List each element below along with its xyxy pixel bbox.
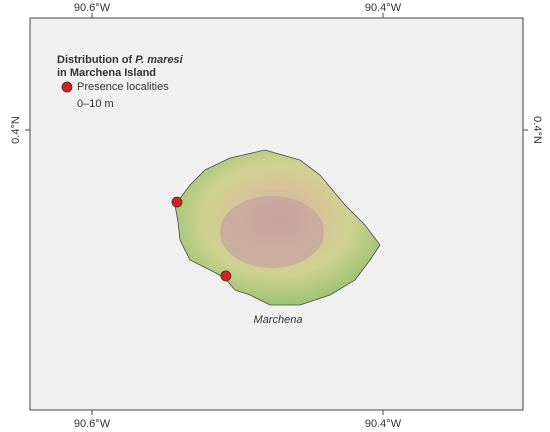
legend-label: Presence localities bbox=[77, 81, 169, 93]
island-label: Marchena bbox=[254, 314, 303, 326]
legend-swatch bbox=[62, 82, 72, 92]
summit-area bbox=[220, 196, 324, 268]
presence-point bbox=[172, 197, 182, 207]
lat-tick-label: 0.4°N bbox=[10, 116, 22, 144]
lon-tick-label: 90.6°W bbox=[74, 2, 111, 14]
presence-point bbox=[221, 271, 231, 281]
legend-note: 0–10 m bbox=[77, 98, 114, 110]
lat-tick-label: 0.4°N bbox=[531, 116, 543, 144]
map-title: Distribution of P. maresi bbox=[57, 54, 184, 66]
map-title: in Marchena Island bbox=[57, 67, 156, 79]
lon-tick-label: 90.6°W bbox=[74, 418, 111, 430]
map: Distribution of P. maresi in Marchena Is… bbox=[0, 0, 550, 432]
lon-tick-label: 90.4°W bbox=[365, 2, 402, 14]
lon-tick-label: 90.4°W bbox=[365, 418, 402, 430]
